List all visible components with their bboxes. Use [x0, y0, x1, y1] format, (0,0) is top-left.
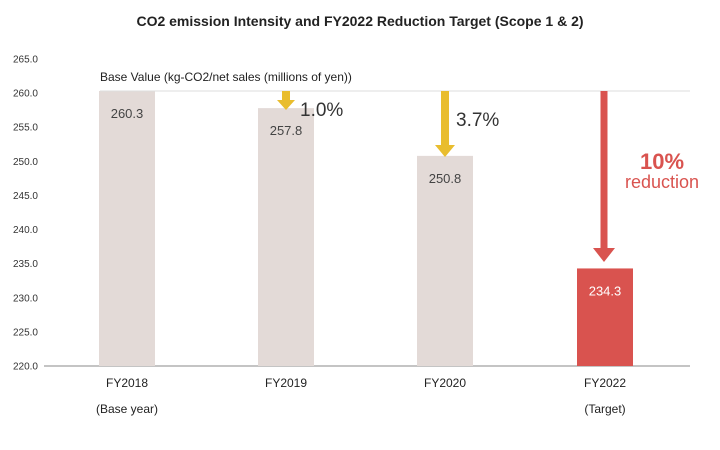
- y-tick-label: 250.0: [13, 157, 38, 168]
- reduction-label-fy2022: 10%: [640, 149, 684, 174]
- x-tick-label: FY2018: [106, 376, 148, 390]
- bar-value-label: 250.8: [429, 171, 462, 186]
- y-tick-label: 240.0: [13, 225, 38, 236]
- reduction-arrows: 1.0% 3.7% 10%reduction: [277, 91, 699, 262]
- reduction-arrow-fy2020: [435, 91, 455, 157]
- y-tick-label: 230.0: [13, 293, 38, 304]
- reduction-sublabel-fy2022: reduction: [625, 172, 699, 192]
- reduction-arrow-fy2019: [277, 91, 295, 110]
- bar-fy2020: [417, 155, 473, 366]
- bar-fy2019: [258, 108, 314, 367]
- chart-title: CO2 emission Intensity and FY2022 Reduct…: [136, 13, 583, 29]
- y-tick-label: 255.0: [13, 123, 38, 134]
- x-tick-label: FY2022: [584, 376, 626, 390]
- chart-subtitle: Base Value (kg-CO2/net sales (millions o…: [100, 70, 352, 84]
- bar-value-label: 257.8: [270, 123, 303, 138]
- reduction-arrow-fy2022: [593, 91, 615, 262]
- x-tick-label: FY2020: [424, 376, 466, 390]
- x-tick-sublabel: (Target): [584, 402, 625, 416]
- bars: [99, 90, 690, 367]
- bar-value-label: 234.3: [589, 283, 622, 298]
- y-tick-label: 225.0: [13, 327, 38, 338]
- y-tick-label: 220.0: [13, 362, 38, 373]
- reduction-label-fy2020: 3.7%: [456, 110, 499, 131]
- x-tick-sublabel: (Base year): [96, 402, 158, 416]
- y-tick-label: 265.0: [13, 55, 38, 66]
- bar-value-label: 260.3: [111, 106, 144, 121]
- x-tick-label: FY2019: [265, 376, 307, 390]
- x-axis: FY2018 (Base year) FY2019 FY2020 FY2022 (Targ…: [96, 376, 626, 416]
- y-tick-label: 260.0: [13, 89, 38, 100]
- reduction-label-fy2019: 1.0%: [300, 100, 343, 121]
- value-labels: 260.3 257.8 250.8 234.3: [111, 106, 622, 298]
- y-tick-label: 245.0: [13, 191, 38, 202]
- bar-fy2022: [577, 268, 633, 366]
- y-tick-label: 235.0: [13, 259, 38, 270]
- bar-fy2018: [99, 91, 155, 366]
